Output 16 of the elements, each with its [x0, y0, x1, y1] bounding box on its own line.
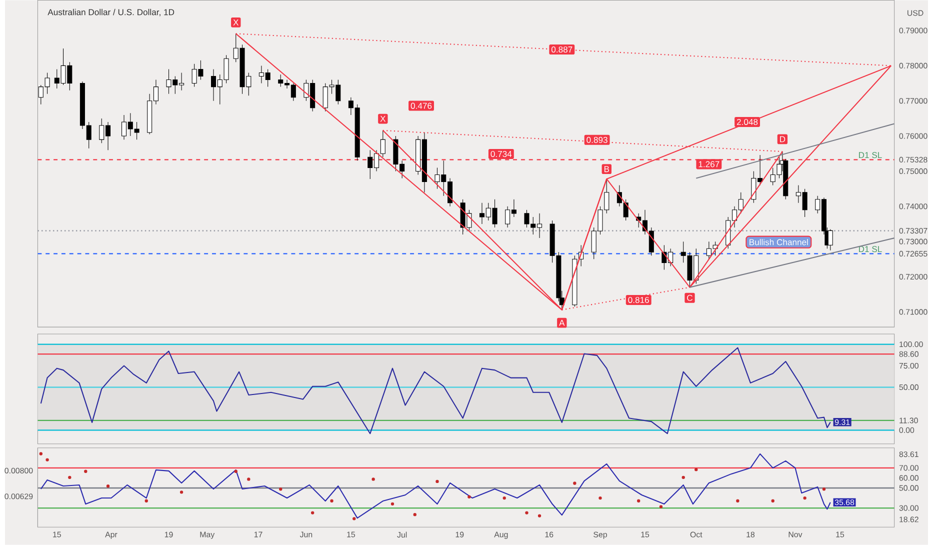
text: Australian Dollar / U.S. Dollar, 1D	[48, 8, 174, 16]
annotation: 0.893	[586, 136, 608, 143]
annotation: X	[233, 20, 239, 26]
annotation: Bullish Channel	[750, 238, 808, 246]
annotation: 0.734	[490, 150, 512, 158]
annotation: D	[780, 136, 786, 142]
annotation: B	[604, 166, 610, 172]
annotation: 0.816	[628, 296, 649, 304]
annotation: X	[380, 116, 386, 122]
annotation: 0.476	[410, 102, 432, 109]
annotation: 1.267	[698, 161, 720, 168]
annotation: 0.887	[551, 46, 572, 53]
annotation: A	[559, 320, 565, 326]
ref-line-label: D1 SL	[859, 152, 882, 158]
annotation: C	[687, 294, 693, 301]
annotation: 2.048	[736, 118, 758, 126]
